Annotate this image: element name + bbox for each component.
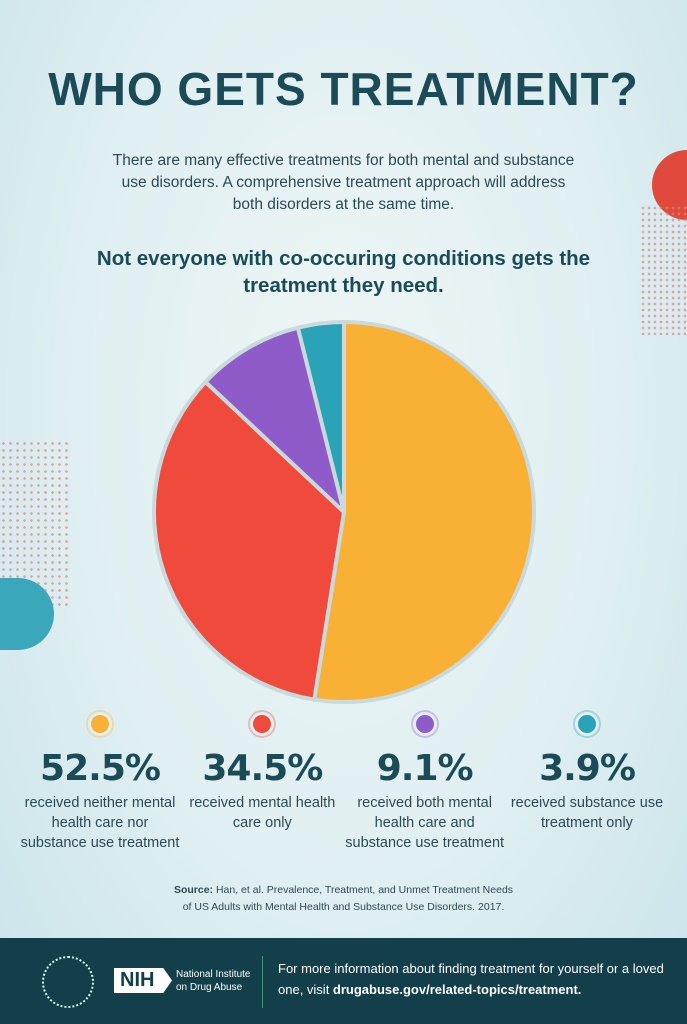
legend-item: 3.9% received substance use treatment onl… — [507, 715, 667, 853]
legend-description: received both mental health care and sub… — [345, 795, 505, 851]
source-label: Source: — [173, 884, 214, 896]
pie-slice-0 — [312, 320, 536, 704]
treatment-link[interactable]: drugabuse.gov/related-topics/treatment. — [332, 982, 582, 997]
legend-percent: 3.9% — [539, 748, 636, 789]
legend-item: 9.1% received both mental health care and… — [345, 715, 505, 853]
source-line-1: Han, et al. Prevalence, Treatment, and U… — [213, 884, 514, 896]
legend-percent: 9.1% — [376, 748, 474, 789]
page-title: WHO GETS TREATMENT? — [48, 63, 639, 115]
legend-description: received substance use treatment only — [510, 795, 664, 831]
legend-dot — [415, 715, 434, 733]
legend-percent: 34.5% — [202, 748, 323, 789]
legend-item: 34.5% received mental health care only — [182, 715, 342, 853]
legend-description: received neither mental health care nor … — [20, 795, 180, 851]
institute-line-2: on Drug Abuse — [176, 982, 243, 993]
more-info: For more information about finding treat… — [278, 958, 678, 1000]
hhs-eagle-logo — [42, 956, 94, 1008]
pie-slice-3 — [295, 320, 346, 514]
pie-slice-1 — [152, 379, 346, 702]
divider — [262, 956, 263, 1008]
legend-dot — [253, 715, 272, 733]
legend-description: received mental health care only — [189, 795, 336, 831]
source-line-2: of US Adults with Mental Health and Subs… — [182, 901, 505, 913]
legend: 52.5% received neither mental health care… — [20, 715, 667, 853]
nih-logo: NIH — [114, 968, 172, 993]
intro-text: There are many effective treatments for … — [112, 152, 575, 213]
legend-dot — [91, 715, 109, 733]
decorative-dots — [640, 205, 687, 335]
source-citation: Source: Han, et al. Prevalence, Treatmen… — [0, 882, 687, 916]
legend-item: 52.5% received neither mental health care… — [20, 715, 180, 853]
more-info-text: For more information about finding treat… — [278, 961, 664, 997]
legend-percent: 52.5% — [40, 748, 161, 789]
legend-dot — [577, 715, 596, 733]
footer: NIH National Institute on Drug Abuse For… — [0, 938, 687, 1024]
pie-chart — [152, 320, 536, 704]
subheading: Not everyone with co-occuring conditions… — [96, 247, 591, 297]
institute-line-1: National Institute — [176, 969, 251, 980]
nida-name: National Institute on Drug Abuse — [176, 968, 258, 994]
